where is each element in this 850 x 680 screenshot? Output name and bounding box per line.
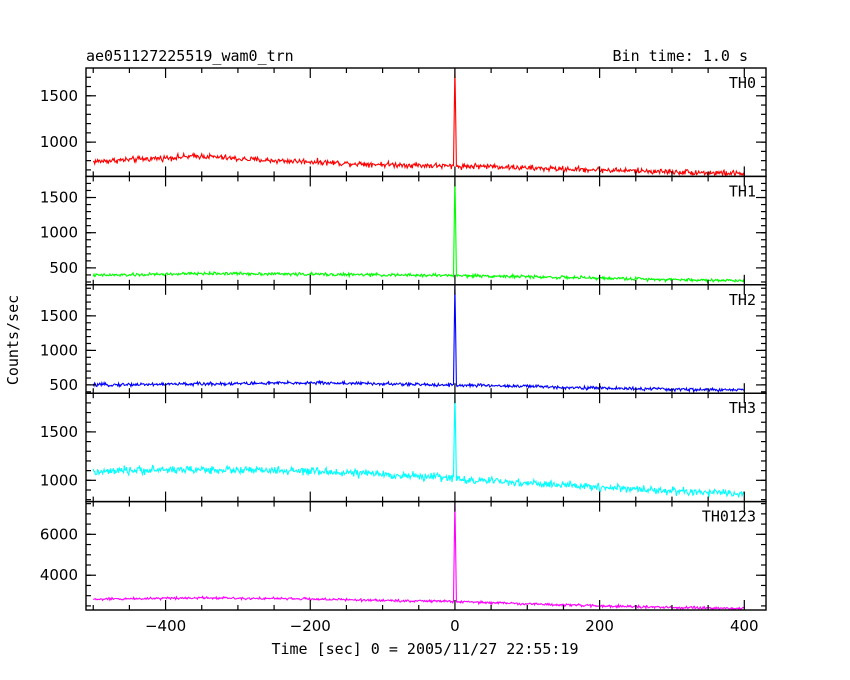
panel-th3: TH3 1000 1500 <box>40 392 767 503</box>
panel-th0123: TH0123 4000 6000 <box>40 500 767 611</box>
y-tick-label: 4000 <box>40 566 78 584</box>
x-tick-label: 200 <box>585 617 614 635</box>
y-tick-label: 1000 <box>40 341 78 359</box>
y-tick-label: 1500 <box>40 423 78 441</box>
x-tick-label: −400 <box>145 617 186 635</box>
y-tick-label: 1500 <box>40 189 78 207</box>
panels-group: TH010001500TH150010001500TH250010001500T… <box>40 67 767 611</box>
panel-label: TH0123 <box>702 508 756 526</box>
panel-label: TH3 <box>729 399 756 417</box>
bin-time-label: Bin time: 1.0 s <box>613 47 748 65</box>
y-tick-label: 1000 <box>40 133 78 151</box>
panel-frame <box>85 392 767 503</box>
y-tick-label: 1500 <box>40 87 78 105</box>
y-tick-label: 500 <box>49 376 78 394</box>
panel-th2: TH2 500 1000 1500 <box>40 284 767 394</box>
x-axis-label: Time [sec] 0 = 2005/11/27 22:55:19 <box>271 640 578 658</box>
y-tick-label: 1000 <box>40 224 78 242</box>
y-tick-label: 6000 <box>40 525 78 543</box>
panel-label: TH0 <box>729 74 756 92</box>
panel-label: TH1 <box>729 182 756 200</box>
x-tick-label: 400 <box>730 617 759 635</box>
panel-frame <box>85 175 767 286</box>
y-tick-label: 500 <box>49 259 78 277</box>
panel-frame <box>85 284 767 394</box>
y-tick-label: 1000 <box>40 471 78 489</box>
series-line-th3 <box>92 394 745 499</box>
y-axis-label: Counts/sec <box>4 295 22 385</box>
series-line-th2 <box>92 285 745 394</box>
chart-title: ae051127225519_wam0_trn <box>86 47 294 65</box>
x-axis-ticks: −400 −200 0 200 400 <box>145 617 759 635</box>
x-tick-label: 0 <box>450 617 460 635</box>
panel-th1: TH1 500 1000 1500 <box>40 175 767 286</box>
panel-label: TH2 <box>729 291 756 309</box>
y-tick-label: 1500 <box>40 307 78 325</box>
panel-th0: TH0 1000 1500 <box>40 67 767 178</box>
series-line-th0 <box>92 68 745 177</box>
series-line-th0123 <box>93 502 745 611</box>
x-tick-label: −200 <box>290 617 331 635</box>
panel-frame <box>85 500 767 611</box>
series-line-th1 <box>92 177 745 284</box>
panel-frame <box>85 67 767 178</box>
